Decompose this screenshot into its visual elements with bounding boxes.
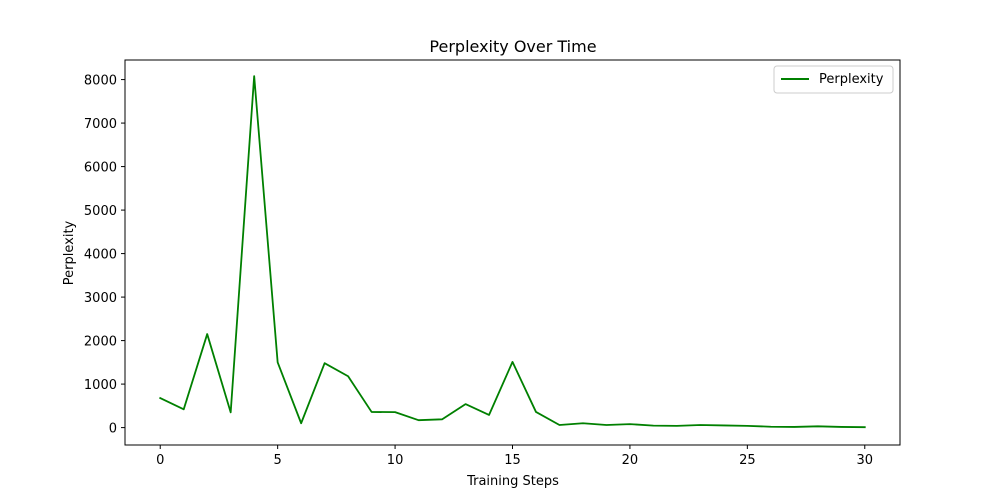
series-line-perplexity bbox=[159, 75, 866, 429]
x-tick-label: 15 bbox=[504, 453, 521, 468]
series-layer bbox=[159, 75, 866, 429]
y-tick-label: 8000 bbox=[84, 74, 117, 89]
x-tick-label: 5 bbox=[274, 453, 282, 468]
x-axis-ticks: 0 5 10 15 20 25 30 bbox=[156, 445, 873, 468]
x-tick-label: 10 bbox=[387, 453, 404, 468]
chart-title: Perplexity Over Time bbox=[429, 37, 596, 56]
plot-area-frame bbox=[124, 59, 901, 446]
y-tick-label: 5000 bbox=[84, 204, 117, 219]
x-tick-label: 30 bbox=[856, 453, 873, 468]
legend-label: Perplexity bbox=[819, 72, 884, 87]
legend: Perplexity bbox=[773, 65, 894, 94]
y-tick-label: 2000 bbox=[84, 335, 117, 350]
legend-box bbox=[773, 65, 894, 94]
x-tick-label: 20 bbox=[622, 453, 639, 468]
y-tick-label: 0 bbox=[109, 422, 117, 437]
y-tick-label: 4000 bbox=[84, 248, 117, 263]
y-tick-label: 1000 bbox=[84, 378, 117, 393]
y-tick-label: 6000 bbox=[84, 161, 117, 176]
y-axis-ticks: 0 1000 2000 3000 4000 5000 6000 7000 8000 bbox=[84, 74, 125, 437]
x-axis-title: Training Steps bbox=[466, 474, 559, 489]
x-tick-label: 0 bbox=[156, 453, 164, 468]
x-tick-label: 25 bbox=[739, 453, 756, 468]
y-axis-title: Perplexity bbox=[62, 220, 77, 285]
y-tick-label: 7000 bbox=[84, 117, 117, 132]
y-tick-label: 3000 bbox=[84, 291, 117, 306]
